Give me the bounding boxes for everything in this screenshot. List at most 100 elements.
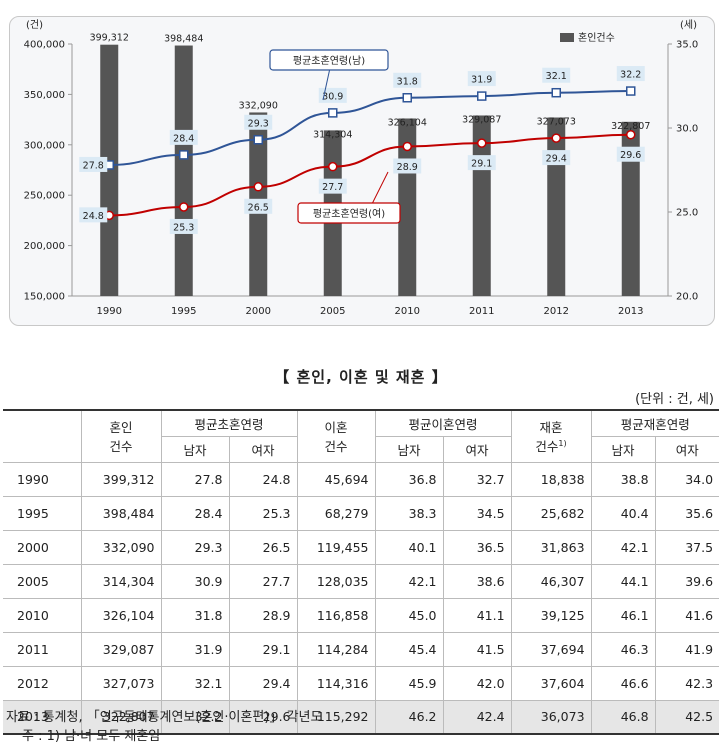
header-female: 여자: [228, 435, 298, 463]
table-cell-rm-m: 46.6: [590, 665, 656, 701]
table-row: 2010 326,104 31.8 28.9 116,858 45.0 41.1 39,125…: [3, 597, 720, 633]
male-series-callout: 평균초혼연령(남): [293, 54, 365, 67]
table-cell-divorce: 114,284: [296, 631, 376, 667]
table-cell-dv-m: 40.1: [374, 529, 444, 565]
table-cell-dv-f: 32.7: [442, 461, 512, 497]
female-age-value-label: 29.6: [620, 150, 641, 161]
table-row: 2000 332,090 29.3 26.5 119,455 40.1 36.5 31,863…: [3, 529, 720, 565]
bar-value-label: 329,087: [462, 114, 501, 125]
male-age-marker: [328, 108, 338, 118]
header-male: 남자: [590, 435, 656, 463]
male-age-value-label: 27.8: [83, 160, 104, 171]
value-label-box: [79, 156, 108, 172]
female-age-marker: [328, 161, 338, 172]
table-cell-marriage: 314,304: [80, 563, 162, 599]
remarriage-footnote-mark: 1): [558, 439, 567, 449]
header-male: 남자: [374, 435, 444, 463]
x-tick-label: 1990: [97, 306, 122, 317]
table-cell-dv-f: 38.6: [442, 563, 512, 599]
table-cell-marriage: 398,484: [80, 495, 162, 531]
male-age-value-label: 32.1: [546, 71, 567, 82]
table-title: 【 혼인, 이혼 및 재혼 】: [274, 368, 448, 386]
table-cell-rm-m: 40.4: [590, 495, 656, 531]
table-cell-marriage: 399,312: [80, 461, 162, 497]
table-cell-rm-m: 38.8: [590, 461, 656, 497]
table-cell-divorce: 115,292: [296, 699, 376, 735]
table-cell-remarriage: 25,682: [510, 495, 592, 531]
table-cell-rm-m: 46.1: [590, 597, 656, 633]
value-label-box: [467, 155, 496, 171]
female-age-marker: [402, 141, 412, 152]
female-callout-box: [297, 202, 401, 224]
table-cell-fm-m: 31.9: [160, 631, 230, 667]
value-label-box: [616, 66, 645, 82]
table-cell-fm-f: 24.8: [228, 461, 298, 497]
left-tick-label: 200,000: [24, 241, 65, 252]
table-cell-marriage: 327,073: [80, 665, 162, 701]
table-cell-fm-m: 31.8: [160, 597, 230, 633]
table-cell-marriage: 326,104: [80, 597, 162, 633]
table-cell-dv-m: 42.1: [374, 563, 444, 599]
value-label-box: [169, 129, 198, 145]
male-age-marker: [402, 93, 412, 103]
table-cell-divorce: 68,279: [296, 495, 376, 531]
marriage-divorce-table: 혼인 건수 평균초혼연령 이혼 건수 평균이혼연령 재혼 건수1) 평균재혼연령…: [3, 409, 720, 735]
table-cell-year: 2012: [3, 665, 82, 701]
table-cell-year: 1995: [3, 495, 82, 531]
left-tick-label: 350,000: [24, 90, 65, 101]
table-row: 2013 322,807 32.2 29.6 115,292 46.2 42.4 36,073…: [3, 699, 720, 735]
female-age-line: [109, 133, 631, 217]
table-cell-remarriage: 37,604: [510, 665, 592, 701]
legend-label: 혼인건수: [578, 31, 615, 44]
right-tick-label: 30.0: [676, 124, 698, 135]
table-cell-dv-m: 45.9: [374, 665, 444, 701]
bar: [100, 44, 119, 296]
header-divorce-count: 이혼 건수: [296, 409, 376, 463]
x-tick-label: 2005: [320, 306, 345, 317]
value-label-box: [318, 87, 347, 103]
female-age-value-label: 26.5: [248, 202, 269, 213]
table-cell-remarriage: 37,694: [510, 631, 592, 667]
left-tick-label: 250,000: [24, 191, 65, 202]
table-cell-fm-m: 30.9: [160, 563, 230, 599]
male-age-marker: [477, 91, 487, 101]
table-cell-rm-m: 42.1: [590, 529, 656, 565]
bar-value-label: 322,807: [611, 121, 650, 132]
table-cell-year: 2010: [3, 597, 82, 633]
table-cell-dv-m: 45.4: [374, 631, 444, 667]
female-age-value-label: 29.1: [471, 159, 492, 170]
value-label-box: [542, 67, 571, 83]
table-cell-rm-f: 37.5: [654, 529, 720, 565]
value-label-box: [542, 150, 571, 166]
female-age-value-label: 24.8: [83, 211, 104, 222]
table-cell-fm-m: 29.3: [160, 529, 230, 565]
male-age-value-label: 29.3: [248, 118, 269, 129]
male-age-marker: [626, 86, 636, 96]
right-tick-label: 20.0: [676, 292, 698, 303]
header-female: 여자: [442, 435, 512, 463]
table-cell-dv-f: 34.5: [442, 495, 512, 531]
value-label-box: [79, 207, 108, 223]
table-cell-fm-f: 29.6: [228, 699, 298, 735]
header-avg-divorce-age: 평균이혼연령: [374, 409, 512, 437]
value-label-box: [393, 158, 422, 174]
bar-value-label: 399,312: [90, 33, 129, 44]
table-cell-remarriage: 31,863: [510, 529, 592, 565]
table-cell-fm-f: 28.9: [228, 597, 298, 633]
source-note: 자료 : 통계청, 「인구동태통계연보(혼인·이혼편)」 각년도: [6, 710, 323, 725]
left-tick-label: 400,000: [24, 40, 65, 51]
remarriage-count-label: 재혼 건수: [535, 420, 563, 455]
value-label-box: [244, 198, 273, 214]
table-cell-marriage: 329,087: [80, 631, 162, 667]
bar: [547, 117, 566, 297]
table-cell-divorce: 119,455: [296, 529, 376, 565]
male-callout-pointer: [322, 67, 331, 101]
table-cell-dv-f: 42.4: [442, 699, 512, 735]
table-cell-remarriage: 36,073: [510, 699, 592, 735]
male-age-value-label: 32.2: [620, 70, 641, 81]
legend-swatch: [560, 33, 574, 42]
table-cell-rm-f: 41.6: [654, 597, 720, 633]
female-age-value-label: 28.9: [397, 162, 418, 173]
value-label-box: [244, 114, 273, 130]
header-avg-first-marriage-age: 평균초혼연령: [160, 409, 298, 437]
